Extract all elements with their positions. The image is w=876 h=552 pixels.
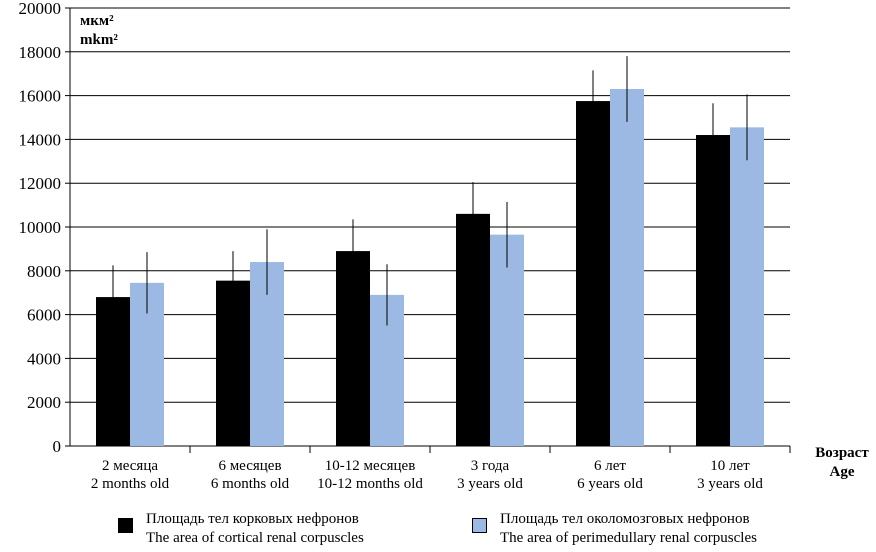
legend-label-perimedullary-en: The area of perimedullary renal corpuscl…	[500, 530, 757, 546]
legend-label-perimedullary-ru: Площадь тел околомозговых нефронов	[500, 511, 750, 527]
x-tick-label: 2 месяца	[102, 458, 158, 474]
y-tick-label: 10000	[19, 218, 62, 237]
y-tick-label: 4000	[27, 349, 61, 368]
y-tick-label: 8000	[27, 262, 61, 281]
bar	[490, 234, 524, 446]
x-axis-label: Возраст	[815, 445, 869, 461]
y-axis-label: mkm²	[80, 32, 118, 48]
x-tick-label: 6 месяцев	[218, 458, 281, 474]
legend-swatch-perimedullary	[472, 518, 487, 533]
bar	[336, 251, 370, 446]
legend-label-cortical-ru: Площадь тел корковых нефронов	[146, 511, 359, 527]
x-tick-label: 2 months old	[91, 476, 170, 492]
y-tick-label: 6000	[27, 306, 61, 325]
x-tick-label: 6 лет	[594, 458, 626, 474]
bar	[456, 213, 490, 446]
bar	[576, 101, 610, 446]
legend-label-cortical-en: The area of cortical renal corpuscles	[146, 530, 364, 546]
x-tick-label: 10-12 месяцев	[325, 458, 416, 474]
y-tick-label: 18000	[19, 43, 62, 62]
x-tick-label: 6 years old	[577, 476, 643, 492]
x-tick-label: 3 years old	[697, 476, 763, 492]
y-axis-label: мкм²	[80, 13, 114, 29]
bar	[730, 127, 764, 446]
bar	[696, 135, 730, 446]
y-tick-label: 16000	[19, 87, 62, 106]
y-tick-label: 14000	[19, 130, 62, 149]
x-tick-label: 6 months old	[211, 476, 290, 492]
bar	[610, 89, 644, 446]
x-tick-label: 3 years old	[457, 476, 523, 492]
y-tick-label: 12000	[19, 174, 62, 193]
legend-swatch-cortical	[118, 518, 133, 533]
y-tick-label: 0	[53, 437, 62, 456]
x-tick-label: 10 лет	[710, 458, 750, 474]
x-axis-label: Age	[830, 464, 855, 480]
y-tick-label: 2000	[27, 393, 61, 412]
x-tick-label: 10-12 months old	[317, 476, 423, 492]
x-tick-label: 3 года	[471, 458, 510, 474]
y-tick-label: 20000	[19, 0, 62, 18]
